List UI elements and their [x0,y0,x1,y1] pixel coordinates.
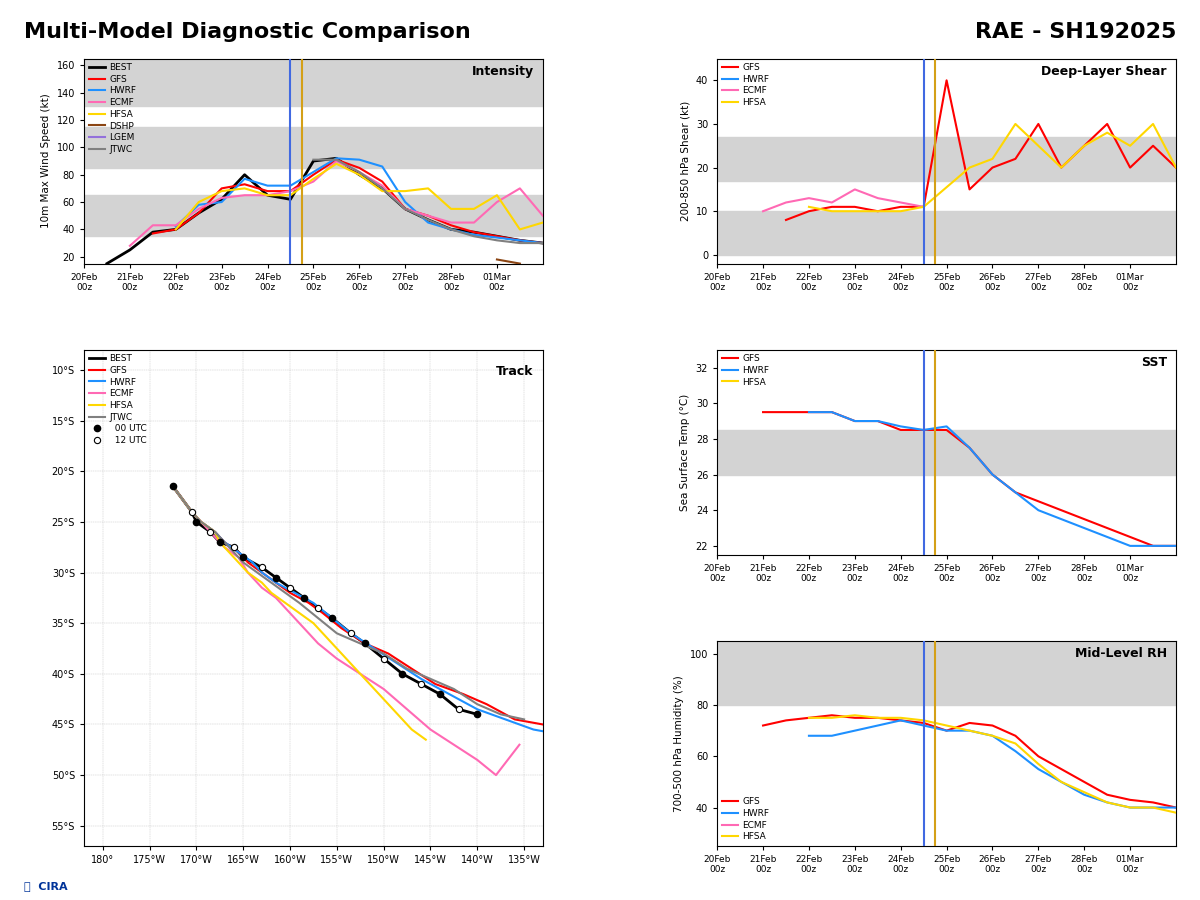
Bar [718,641,1176,705]
Text: Deep-Layer Shear: Deep-Layer Shear [1042,65,1166,77]
Bar [718,137,1176,181]
Text: Mid-Level RH: Mid-Level RH [1075,647,1166,660]
Y-axis label: 200-850 hPa Shear (kt): 200-850 hPa Shear (kt) [680,101,690,221]
Bar [84,195,542,236]
Text: Track: Track [496,364,534,378]
Bar [84,127,542,168]
Text: SST: SST [1141,356,1166,369]
Bar [718,212,1176,255]
Legend: GFS, HWRF, ECMF, HFSA: GFS, HWRF, ECMF, HFSA [721,63,769,107]
Text: Multi-Model Diagnostic Comparison: Multi-Model Diagnostic Comparison [24,22,470,42]
Legend: GFS, HWRF, HFSA: GFS, HWRF, HFSA [721,355,769,387]
Text: Ⓒ  CIRA: Ⓒ CIRA [24,881,67,891]
Legend: BEST, GFS, HWRF, ECMF, HFSA, JTWC,   00 UTC,   12 UTC: BEST, GFS, HWRF, ECMF, HFSA, JTWC, 00 UT… [89,355,148,446]
Bar [84,58,542,106]
Y-axis label: 700-500 hPa Humidity (%): 700-500 hPa Humidity (%) [674,675,684,812]
Bar [718,430,1176,474]
Y-axis label: 10m Max Wind Speed (kt): 10m Max Wind Speed (kt) [41,94,50,229]
Legend: GFS, HWRF, ECMF, HFSA: GFS, HWRF, ECMF, HFSA [721,797,769,842]
Text: Intensity: Intensity [472,65,534,77]
Text: RAE - SH192025: RAE - SH192025 [974,22,1176,42]
Y-axis label: Sea Surface Temp (°C): Sea Surface Temp (°C) [680,393,690,511]
Legend: BEST, GFS, HWRF, ECMF, HFSA, DSHP, LGEM, JTWC: BEST, GFS, HWRF, ECMF, HFSA, DSHP, LGEM,… [89,63,137,154]
